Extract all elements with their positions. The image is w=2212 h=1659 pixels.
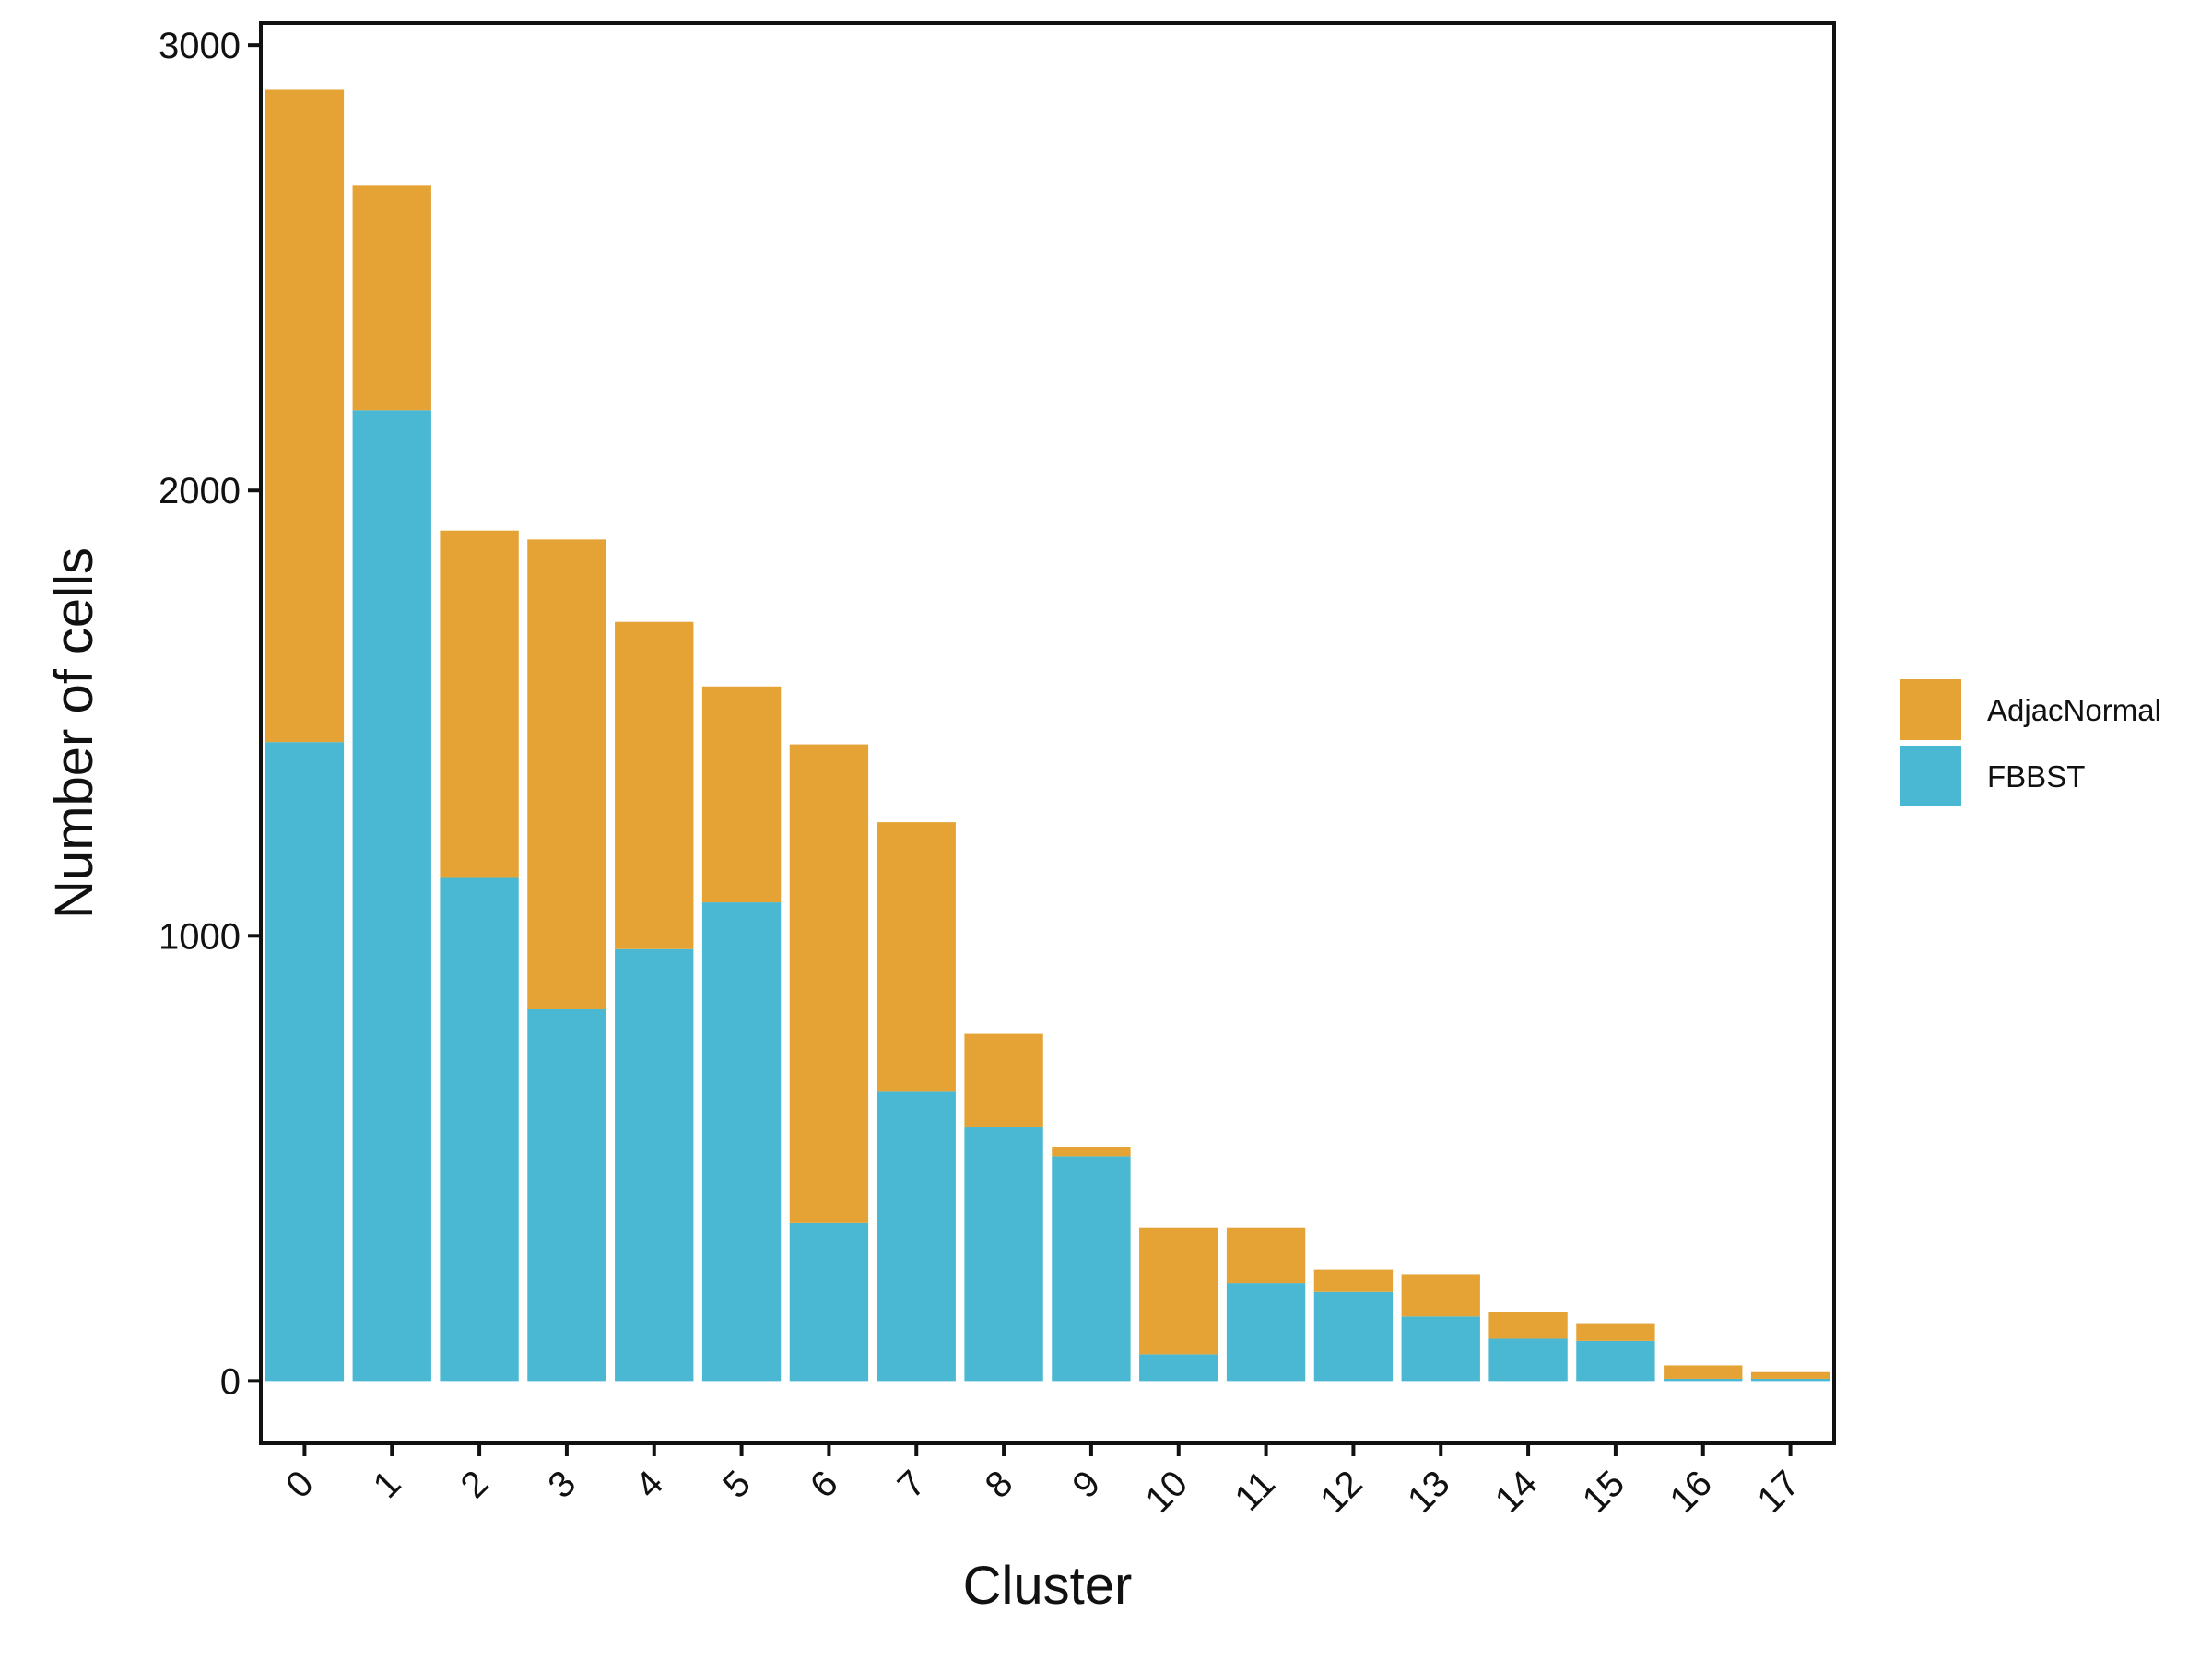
bar-fbbst-cluster-6: [789, 1222, 869, 1382]
legend-label-fbbst: FBBST: [1987, 759, 2085, 794]
bar-adjacnormal-cluster-13: [1401, 1274, 1480, 1317]
legend: AdjacNormal FBBST: [1900, 679, 2161, 806]
bar-adjacnormal-cluster-11: [1226, 1227, 1306, 1284]
bar-adjacnormal-cluster-17: [1750, 1371, 1830, 1379]
bar-adjacnormal-cluster-6: [789, 744, 869, 1223]
bar-adjacnormal-cluster-7: [877, 822, 956, 1092]
bar-adjacnormal-cluster-3: [527, 539, 606, 1010]
y-tick-label-2000: 2000: [159, 471, 241, 512]
legend-key-adjacnormal: [1900, 679, 1961, 740]
bar-adjacnormal-cluster-5: [701, 686, 782, 903]
bar-adjacnormal-cluster-12: [1313, 1269, 1394, 1292]
bar-adjacnormal-cluster-14: [1488, 1312, 1568, 1339]
bar-fbbst-cluster-9: [1052, 1156, 1131, 1382]
y-axis: 0 1000 2000 3000: [159, 26, 261, 1402]
bar-adjacnormal-cluster-1: [352, 185, 431, 411]
y-tick-label-3000: 3000: [159, 26, 241, 66]
bars-layer: [265, 89, 1830, 1382]
bar-fbbst-cluster-1: [352, 410, 431, 1382]
bar-fbbst-cluster-15: [1576, 1340, 1655, 1382]
bar-fbbst-cluster-16: [1664, 1378, 1743, 1382]
bar-adjacnormal-cluster-2: [440, 530, 519, 878]
bar-fbbst-cluster-14: [1488, 1338, 1568, 1382]
y-axis-title: Number of cells: [44, 547, 104, 919]
bar-fbbst-cluster-11: [1226, 1283, 1306, 1382]
bar-adjacnormal-cluster-4: [615, 621, 694, 949]
bar-fbbst-cluster-3: [527, 1009, 606, 1382]
bar-fbbst-cluster-12: [1313, 1291, 1394, 1382]
x-axis-title: Cluster: [963, 1556, 1133, 1616]
bar-adjacnormal-cluster-16: [1664, 1365, 1743, 1379]
bar-adjacnormal-cluster-8: [964, 1033, 1043, 1128]
bar-adjacnormal-cluster-9: [1052, 1147, 1131, 1157]
bar-adjacnormal-cluster-10: [1139, 1227, 1218, 1355]
bar-adjacnormal-cluster-0: [265, 89, 345, 743]
bar-fbbst-cluster-8: [964, 1127, 1043, 1382]
bar-fbbst-cluster-7: [877, 1091, 956, 1382]
y-tick-label-1000: 1000: [159, 916, 241, 957]
plot-frame: [259, 21, 1836, 1445]
legend-label-adjacnormal: AdjacNormal: [1987, 693, 2161, 727]
bar-fbbst-cluster-5: [701, 902, 782, 1382]
bar-adjacnormal-cluster-15: [1576, 1323, 1655, 1341]
legend-key-fbbst: [1900, 746, 1961, 806]
bar-fbbst-cluster-4: [615, 948, 694, 1382]
bar-fbbst-cluster-0: [265, 742, 345, 1382]
bar-fbbst-cluster-13: [1401, 1316, 1480, 1382]
bar-fbbst-cluster-17: [1750, 1378, 1830, 1382]
bar-fbbst-cluster-2: [440, 877, 519, 1382]
bar-fbbst-cluster-10: [1139, 1354, 1218, 1382]
y-tick-label-0: 0: [220, 1361, 241, 1402]
